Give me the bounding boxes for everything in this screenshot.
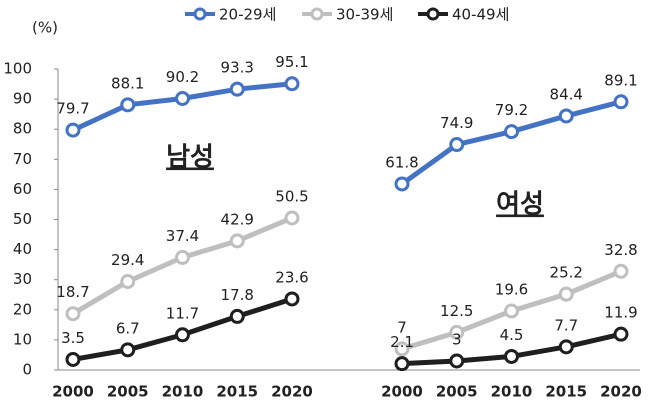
y-tick-label: 80 bbox=[13, 120, 32, 138]
data-label: 37.4 bbox=[166, 227, 199, 245]
legend-marker bbox=[310, 7, 324, 21]
point bbox=[175, 249, 190, 265]
point bbox=[394, 176, 410, 192]
y-tick-label: 30 bbox=[13, 270, 32, 288]
data-label: 74.9 bbox=[440, 114, 473, 132]
data-label: 50.5 bbox=[275, 187, 308, 205]
point bbox=[504, 124, 519, 140]
data-label: 84.4 bbox=[550, 85, 583, 103]
data-label: 95.1 bbox=[275, 53, 308, 71]
x-tick-label: 2000 bbox=[381, 383, 423, 401]
data-label: 6.7 bbox=[116, 319, 140, 337]
data-label: 23.6 bbox=[275, 268, 308, 286]
point bbox=[65, 306, 81, 322]
legend-label: 40-49세 bbox=[452, 6, 509, 24]
point bbox=[229, 233, 245, 249]
point bbox=[449, 137, 465, 153]
y-axis-label: (%) bbox=[32, 19, 58, 37]
data-label: 19.6 bbox=[495, 281, 528, 299]
data-label: 11.7 bbox=[166, 304, 199, 322]
data-label: 42.9 bbox=[221, 210, 254, 228]
y-tick-label: 10 bbox=[13, 330, 32, 348]
point bbox=[120, 342, 136, 358]
panel-label: 남성 bbox=[166, 143, 214, 173]
point bbox=[65, 351, 81, 367]
y-tick-label: 20 bbox=[13, 300, 32, 318]
x-tick-label: 2015 bbox=[545, 383, 587, 401]
data-label: 12.5 bbox=[440, 302, 473, 320]
legend-marker bbox=[426, 7, 440, 21]
point bbox=[558, 108, 574, 124]
data-label: 61.8 bbox=[385, 153, 418, 171]
point bbox=[613, 326, 629, 342]
x-tick-label: 2020 bbox=[600, 383, 642, 401]
y-tick-label: 100 bbox=[3, 60, 32, 78]
y-tick-label: 0 bbox=[22, 361, 32, 379]
legend-marker bbox=[193, 7, 207, 21]
point bbox=[613, 94, 629, 110]
data-label: 11.9 bbox=[604, 304, 637, 322]
data-label: 90.2 bbox=[166, 68, 199, 86]
x-tick-label: 2005 bbox=[107, 383, 149, 401]
data-label: 25.2 bbox=[550, 264, 583, 282]
panel-label: 여성 bbox=[496, 190, 544, 220]
data-label: 79.7 bbox=[56, 100, 89, 118]
point bbox=[558, 339, 574, 355]
point bbox=[284, 76, 300, 92]
point bbox=[120, 274, 136, 290]
data-label: 89.1 bbox=[604, 71, 637, 89]
data-label: 29.4 bbox=[111, 251, 144, 269]
point bbox=[65, 122, 81, 138]
x-tick-label: 2000 bbox=[52, 383, 94, 401]
data-label: 2.1 bbox=[390, 333, 414, 351]
point bbox=[504, 348, 519, 364]
point bbox=[394, 356, 410, 372]
y-tick-label: 40 bbox=[13, 240, 32, 258]
data-label: 88.1 bbox=[111, 74, 144, 92]
data-label: 18.7 bbox=[56, 283, 89, 301]
data-label: 17.8 bbox=[221, 286, 254, 304]
point bbox=[284, 210, 300, 226]
point bbox=[504, 303, 519, 319]
x-tick-label: 2020 bbox=[271, 383, 313, 401]
data-label: 32.8 bbox=[604, 241, 637, 259]
y-tick-label: 60 bbox=[13, 180, 32, 198]
data-label: 3.5 bbox=[61, 329, 85, 347]
data-label: 3 bbox=[452, 330, 462, 348]
data-label: 79.2 bbox=[495, 101, 528, 119]
x-tick-label: 2010 bbox=[162, 383, 204, 401]
point bbox=[175, 90, 190, 106]
point bbox=[558, 286, 574, 302]
point bbox=[449, 324, 465, 340]
data-label: 7 bbox=[397, 318, 407, 336]
point bbox=[120, 97, 136, 113]
legend-label: 20-29세 bbox=[219, 6, 276, 24]
y-tick-label: 90 bbox=[13, 90, 32, 108]
x-tick-label: 2015 bbox=[216, 383, 258, 401]
series-line bbox=[71, 81, 293, 133]
point bbox=[613, 263, 629, 279]
point bbox=[229, 308, 245, 324]
legend-label: 30-39세 bbox=[336, 6, 393, 24]
point bbox=[229, 81, 245, 97]
point bbox=[284, 291, 300, 307]
point bbox=[394, 341, 410, 357]
point bbox=[175, 327, 190, 343]
x-tick-label: 2010 bbox=[491, 383, 533, 401]
data-label: 4.5 bbox=[500, 326, 524, 344]
data-label: 7.7 bbox=[554, 316, 578, 334]
x-tick-label: 2005 bbox=[436, 383, 478, 401]
point bbox=[449, 353, 465, 369]
data-label: 93.3 bbox=[221, 59, 254, 77]
y-tick-label: 70 bbox=[13, 150, 32, 168]
y-tick-label: 50 bbox=[13, 210, 32, 228]
